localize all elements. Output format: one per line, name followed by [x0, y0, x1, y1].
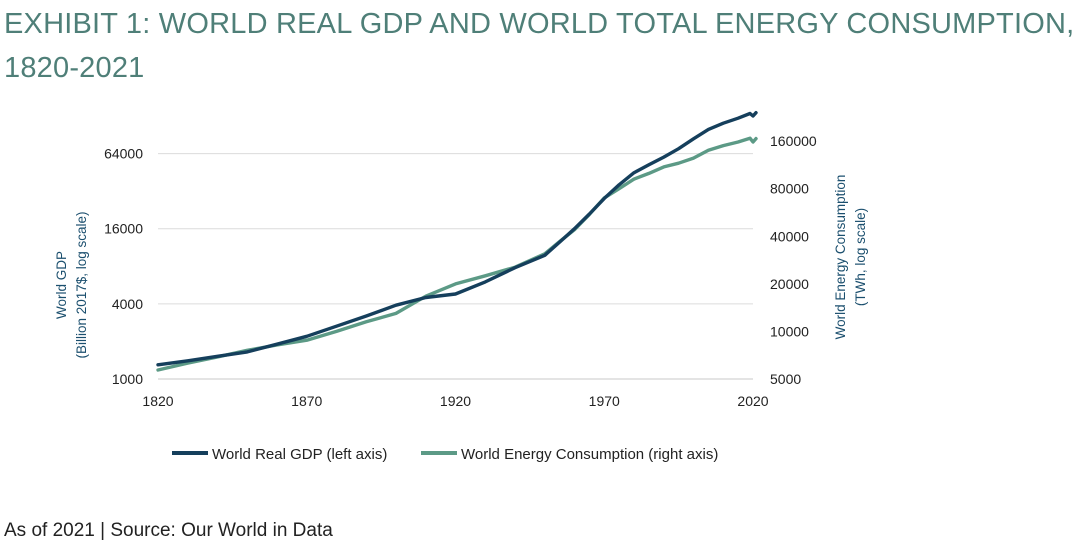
series-lines	[156, 111, 758, 372]
x-tick-label: 2020	[737, 393, 768, 409]
exhibit-title: EXHIBIT 1: WORLD REAL GDP AND WORLD TOTA…	[4, 8, 1075, 84]
x-tick-label: 1820	[142, 393, 173, 409]
right-axis-ticks: 5000 10000 20000 40000 80000 160000	[770, 133, 817, 387]
legend-label-energy: World Energy Consumption (right axis)	[461, 446, 718, 463]
left-axis-label-line2: (Billion 2017$, log scale)	[74, 211, 89, 358]
x-tick-label: 1970	[589, 393, 620, 409]
left-axis-label-line1: World GDP	[54, 251, 69, 319]
source-note: As of 2021 | Source: Our World in Data	[4, 520, 333, 541]
grid-lines	[158, 153, 753, 380]
right-tick-label: 5000	[770, 371, 801, 387]
series-line-gdp	[156, 111, 758, 367]
left-tick-label: 64000	[104, 146, 143, 162]
left-axis-ticks: 1000 4000 16000 64000	[104, 146, 143, 387]
x-tick-label: 1870	[291, 393, 322, 409]
right-axis-label-line2: (TWh, log scale)	[853, 208, 868, 306]
right-tick-label: 10000	[770, 323, 809, 339]
x-axis-ticks: 1820 1870 1920 1970 2020	[142, 393, 768, 409]
right-tick-label: 20000	[770, 276, 809, 292]
x-tick-label: 1920	[440, 393, 471, 409]
right-tick-label: 80000	[770, 181, 809, 197]
left-tick-label: 4000	[112, 296, 143, 312]
legend: World Real GDP (left axis) World Energy …	[172, 446, 718, 463]
right-tick-label: 40000	[770, 228, 809, 244]
legend-label-gdp: World Real GDP (left axis)	[212, 446, 387, 463]
series-line-energy	[156, 136, 758, 372]
left-tick-label: 16000	[104, 221, 143, 237]
right-tick-label: 160000	[770, 133, 817, 149]
left-tick-label: 1000	[112, 371, 143, 387]
right-axis-label-line1: World Energy Consumption	[833, 175, 848, 340]
